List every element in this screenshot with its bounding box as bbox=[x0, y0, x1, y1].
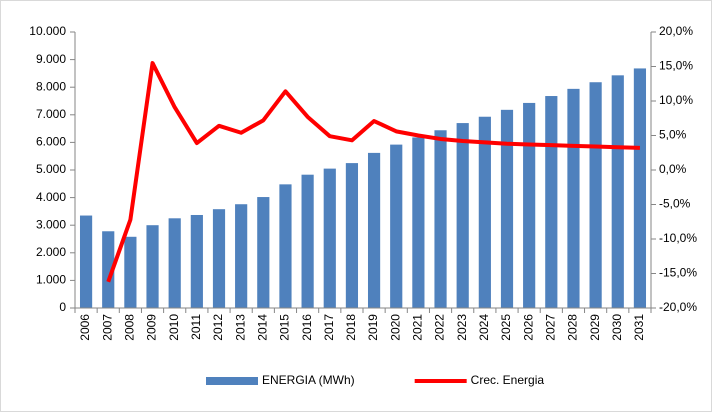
y-tick-label: 6.000 bbox=[36, 135, 66, 149]
x-tick-label: 2029 bbox=[588, 314, 602, 341]
y-tick-label: 1.000 bbox=[36, 273, 66, 287]
x-tick-label: 2020 bbox=[388, 314, 402, 341]
y-tick-label: 4.000 bbox=[36, 190, 66, 204]
y2-tick-label: -15,0% bbox=[659, 266, 697, 280]
x-tick-label: 2008 bbox=[123, 314, 137, 341]
x-tick-label: 2006 bbox=[78, 314, 92, 341]
x-tick-label: 2027 bbox=[543, 314, 557, 341]
legend-label: Crec. Energia bbox=[471, 373, 545, 387]
y-tick-label: 5.000 bbox=[36, 162, 66, 176]
y2-tick-label: -10,0% bbox=[659, 231, 697, 245]
bar bbox=[323, 168, 336, 308]
legend-swatch bbox=[206, 377, 258, 385]
x-tick-label: 2013 bbox=[233, 314, 247, 341]
bar bbox=[279, 184, 292, 308]
bar bbox=[257, 197, 270, 308]
y2-tick-label: 0,0% bbox=[659, 162, 687, 176]
bar bbox=[367, 152, 381, 308]
x-tick-label: 2015 bbox=[278, 314, 292, 341]
bar bbox=[633, 68, 647, 308]
x-tick-label: 2028 bbox=[566, 314, 580, 341]
bar bbox=[412, 137, 425, 308]
y-tick-label: 0 bbox=[59, 300, 66, 314]
y-tick-label: 10.000 bbox=[29, 24, 66, 38]
bar bbox=[567, 88, 580, 308]
x-tick-label: 2011 bbox=[189, 314, 203, 340]
bar bbox=[146, 225, 159, 308]
x-tick-label: 2007 bbox=[100, 314, 114, 341]
x-tick-label: 2019 bbox=[366, 314, 380, 341]
y-tick-label: 7.000 bbox=[36, 107, 66, 121]
bar bbox=[102, 231, 115, 308]
x-tick-label: 2017 bbox=[322, 314, 336, 341]
y2-tick-label: -5,0% bbox=[659, 197, 691, 211]
y2-tick-label: -20,0% bbox=[659, 300, 697, 314]
x-tick-label: 2012 bbox=[211, 314, 225, 341]
y-tick-label: 2.000 bbox=[36, 245, 66, 259]
x-tick-label: 2018 bbox=[344, 314, 358, 341]
bar bbox=[390, 144, 403, 308]
bar bbox=[168, 218, 181, 308]
y2-tick-label: 10,0% bbox=[659, 93, 693, 107]
bar bbox=[523, 102, 536, 308]
y-tick-label: 8.000 bbox=[36, 79, 66, 93]
x-tick-label: 2024 bbox=[477, 314, 491, 341]
bar bbox=[301, 174, 314, 308]
bar bbox=[611, 75, 624, 308]
bar bbox=[235, 204, 248, 308]
x-tick-label: 2010 bbox=[167, 314, 181, 341]
x-tick-label: 2031 bbox=[632, 314, 646, 341]
line bbox=[106, 61, 640, 283]
x-tick-label: 2009 bbox=[145, 314, 159, 341]
bar bbox=[500, 109, 514, 308]
bar bbox=[589, 82, 602, 309]
x-tick-label: 2014 bbox=[255, 314, 269, 341]
y2-tick-label: 15,0% bbox=[659, 59, 693, 73]
x-tick-label: 2030 bbox=[610, 314, 624, 341]
bar bbox=[79, 215, 93, 308]
legend-label: ENERGIA (MWh) bbox=[262, 373, 355, 387]
x-tick-label: 2016 bbox=[300, 314, 314, 341]
x-tick-label: 2023 bbox=[455, 314, 469, 341]
bar bbox=[190, 214, 203, 308]
y-tick-label: 9.000 bbox=[36, 52, 66, 66]
x-tick-label: 2021 bbox=[411, 314, 425, 341]
bar bbox=[545, 96, 558, 308]
bar bbox=[124, 236, 137, 308]
y-tick-label: 3.000 bbox=[36, 217, 66, 231]
x-tick-label: 2026 bbox=[521, 314, 535, 341]
bar bbox=[345, 163, 359, 308]
bar bbox=[478, 116, 491, 309]
bar bbox=[456, 123, 469, 308]
bar bbox=[212, 209, 226, 308]
y2-tick-label: 20,0% bbox=[659, 24, 693, 38]
y2-tick-label: 5,0% bbox=[659, 128, 687, 142]
x-tick-label: 2022 bbox=[433, 314, 447, 341]
x-tick-label: 2025 bbox=[499, 314, 513, 341]
bar bbox=[434, 130, 447, 308]
